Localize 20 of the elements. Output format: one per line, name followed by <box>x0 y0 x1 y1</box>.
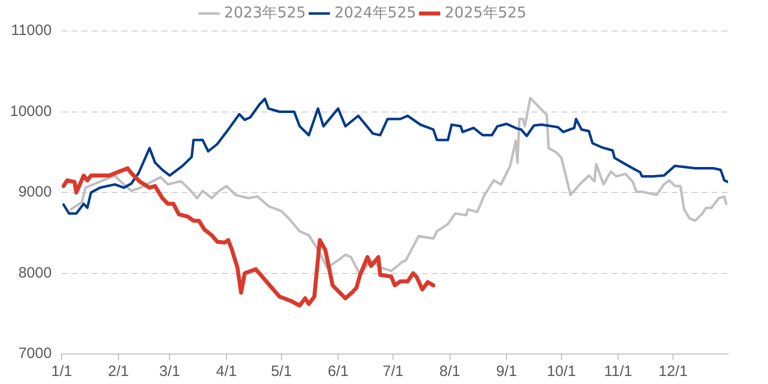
x-tick-label: 5/1 <box>270 363 292 380</box>
y-tick-label: 8000 <box>18 264 52 282</box>
legend-label: 2024年525 <box>334 3 416 22</box>
y-tick-label: 10000 <box>10 102 52 120</box>
x-tick-label: 8/1 <box>439 363 460 380</box>
x-tick-label: 1/1 <box>51 363 72 380</box>
x-tick-label: 9/1 <box>496 363 517 380</box>
x-tick-label: 11/1 <box>604 363 632 380</box>
legend-label: 2023年525 <box>224 3 306 22</box>
y-tick-label: 9000 <box>18 184 52 201</box>
x-tick-label: 3/1 <box>159 363 180 380</box>
y-tick-label: 11000 <box>11 22 52 40</box>
x-tick-label: 4/1 <box>216 363 237 380</box>
legend-label: 2025年525 <box>444 3 526 22</box>
x-tick-label: 2/1 <box>108 363 129 380</box>
x-tick-label: 10/1 <box>546 363 576 380</box>
x-tick-label: 6/1 <box>328 363 349 380</box>
y-tick-label: 7000 <box>18 345 52 362</box>
x-tick-label: 12/1 <box>658 363 688 380</box>
x-tick-label: 7/1 <box>382 363 404 380</box>
